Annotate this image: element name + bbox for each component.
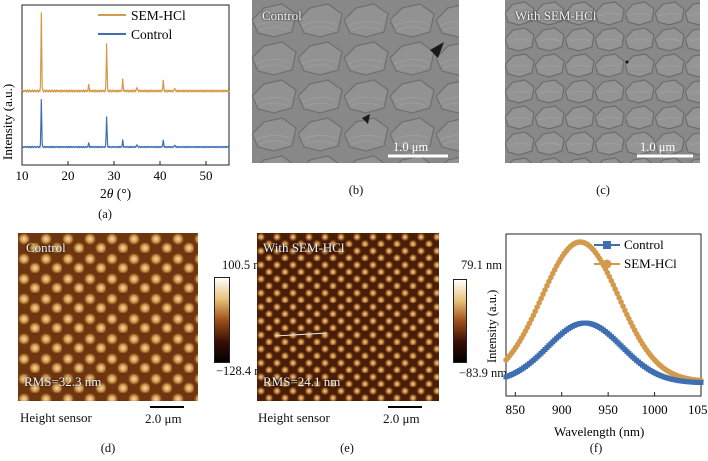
pl-point-control [698,380,704,386]
caption-e: (e) [340,441,354,455]
sem-label-control: Control [262,8,302,23]
pl-chart: 850 900 950 1000 1050 Control SEM-HCl Intens… [485,233,708,439]
pl-point-sem-hcl [608,277,615,284]
pl-point-sem-hcl [542,287,548,293]
xrd-ylabel: Intensity (a.u.) [0,84,15,160]
afm-scalebar-control [150,406,184,408]
afm-scale-hcl: 2.0 μm [383,411,420,426]
pl-xtick-label: 1050 [688,402,708,417]
cbar-max-hcl: 79.1 nm [461,258,502,272]
caption-f: (f) [589,441,603,455]
pl-point-sem-hcl [614,290,620,297]
sem-scale-hcl: 1.0 μm [640,140,676,154]
pl-plot-frame [505,233,702,397]
afm-label-hcl: With SEM-HCl [263,240,345,255]
cbar-min-hcl: −83.9 nm [459,366,508,380]
xrd-legend-control: Control [131,27,173,42]
pl-point-sem-hcl [534,304,540,310]
caption-a: (a) [98,207,112,221]
afm-image-hcl [257,233,439,401]
pl-point-sem-hcl [618,299,624,305]
pl-point-sem-hcl [612,286,618,292]
afm-scalebar-hcl [388,406,422,408]
pl-point-sem-hcl [540,291,546,298]
pl-xtick-label: 1000 [642,402,668,417]
xrd-chart: 10 20 30 40 50 SEM-HCl Control Intensity (a.… [0,4,230,201]
pl-point-sem-hcl [544,282,550,289]
afm-label-control: Control [26,240,66,255]
pl-xtick-label: 900 [552,402,572,417]
colorbar-hcl [453,279,467,363]
xrd-xtick-label: 20 [62,168,75,183]
pl-ylabel: Intensity (a.u.) [485,290,499,363]
caption-d: (d) [100,441,116,455]
pl-legend-sem: SEM-HCl [624,256,677,271]
height-sensor-label-hcl: Height sensor [258,410,330,425]
pl-xtick-label: 950 [598,402,618,417]
xrd-legend-sem: SEM-HCl [131,8,186,23]
xrd-xtick-label: 50 [200,168,213,183]
sem-image-hcl [505,0,700,163]
xrd-xtick-label: 10 [16,168,29,183]
pl-point-sem-hcl [610,282,617,288]
pl-point-sem-hcl [536,300,542,306]
sem-scale-control: 1.0 μm [393,140,429,154]
pl-point-sem-hcl [538,295,544,302]
pl-legend-marker-control [603,241,611,249]
afm-image-control [18,233,198,401]
afm-rms-hcl: RMS=24.1 nm [263,374,341,389]
pl-point-sem-hcl [622,307,628,314]
xrd-series-sem-hcl [21,12,230,94]
pl-legend-control: Control [624,237,664,252]
xrd-xlabel: 2θ (°) [100,186,131,201]
pl-point-sem-hcl [620,303,626,310]
pl-xlabel: Wavelength (nm) [554,424,644,439]
xrd-xtick-label: 40 [154,168,167,183]
pl-legend-marker-sem [602,259,612,269]
afm-scale-control: 2.0 μm [145,411,182,426]
colorbar-control [214,277,230,363]
caption-c: (c) [596,183,610,197]
xrd-plot-frame [21,4,230,166]
xrd-xtick-label: 30 [108,168,121,183]
caption-b: (b) [348,183,364,197]
sem-image-control [252,0,459,163]
cbar-min-control: −128.4 nm [216,364,271,378]
sem-label-hcl: With SEM-HCl [515,8,597,23]
xrd-series-control [21,99,230,149]
afm-rms-control: RMS=32.3 nm [24,374,102,389]
height-sensor-label-control: Height sensor [20,410,92,425]
pl-point-sem-hcl [532,308,539,315]
pl-point-sem-hcl [616,294,622,301]
pl-xtick-label: 850 [506,402,526,417]
